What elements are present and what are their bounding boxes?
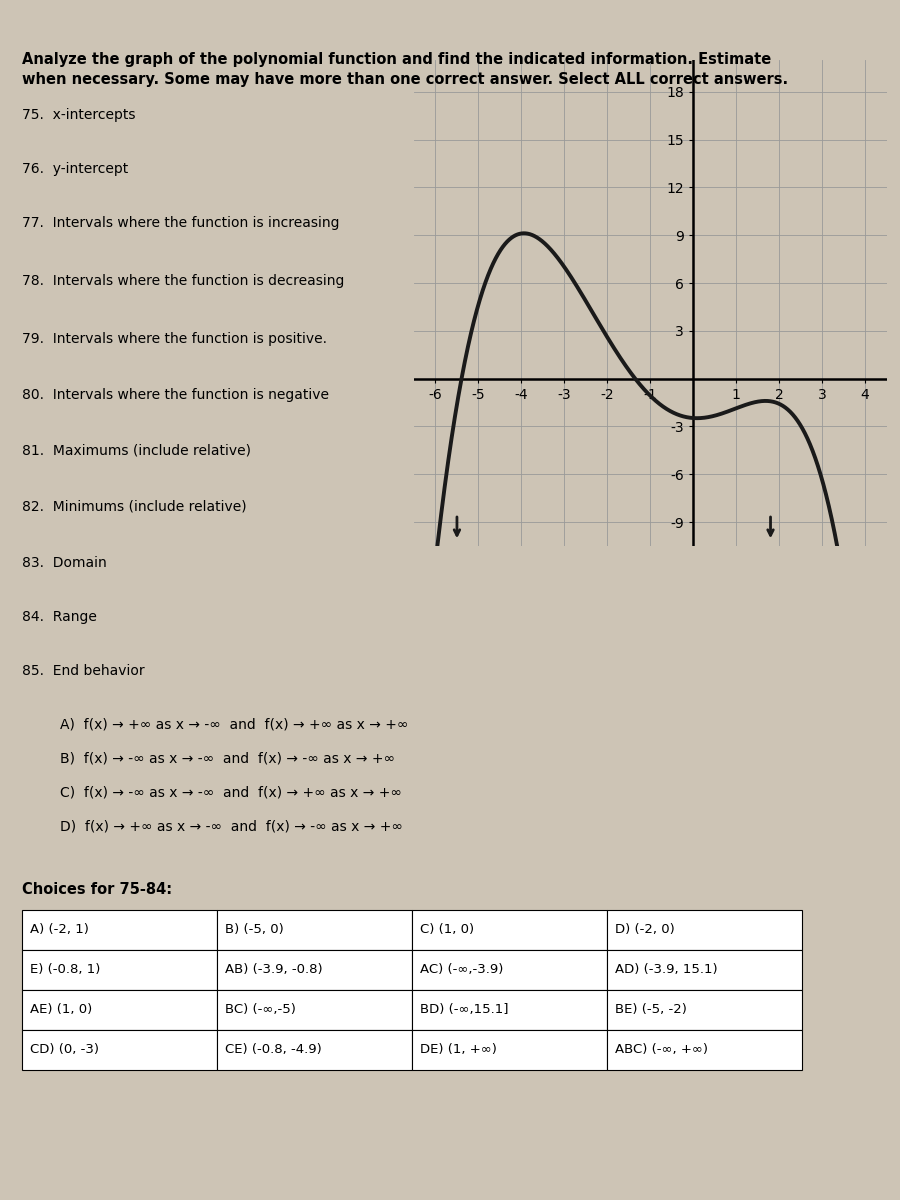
Text: D) (-2, 0): D) (-2, 0) [615,924,675,936]
Text: 82.  Minimums (include relative): 82. Minimums (include relative) [22,500,247,514]
FancyBboxPatch shape [607,990,802,1030]
FancyBboxPatch shape [22,910,217,950]
Text: 80.  Intervals where the function is negative: 80. Intervals where the function is nega… [22,388,329,402]
FancyBboxPatch shape [607,1030,802,1070]
Text: 78.  Intervals where the function is decreasing: 78. Intervals where the function is decr… [22,274,345,288]
Text: 85.  End behavior: 85. End behavior [22,664,145,678]
FancyBboxPatch shape [22,950,217,990]
FancyBboxPatch shape [217,950,412,990]
Text: D)  f(x) → +∞ as x → -∞  and  f(x) → -∞ as x → +∞: D) f(x) → +∞ as x → -∞ and f(x) → -∞ as … [60,820,403,834]
FancyBboxPatch shape [217,990,412,1030]
Text: DE) (1, +∞): DE) (1, +∞) [420,1044,497,1056]
Text: AD) (-3.9, 15.1): AD) (-3.9, 15.1) [615,964,717,977]
Text: C) (1, 0): C) (1, 0) [420,924,474,936]
Text: CE) (-0.8, -4.9): CE) (-0.8, -4.9) [225,1044,322,1056]
Text: Analyze the graph of the polynomial function and find the indicated information.: Analyze the graph of the polynomial func… [22,52,771,67]
FancyBboxPatch shape [412,950,607,990]
Text: CD) (0, -3): CD) (0, -3) [30,1044,99,1056]
Text: C)  f(x) → -∞ as x → -∞  and  f(x) → +∞ as x → +∞: C) f(x) → -∞ as x → -∞ and f(x) → +∞ as … [60,786,402,800]
FancyBboxPatch shape [412,910,607,950]
Text: 81.  Maximums (include relative): 81. Maximums (include relative) [22,444,251,458]
Text: AC) (-∞,-3.9): AC) (-∞,-3.9) [420,964,503,977]
Text: B) (-5, 0): B) (-5, 0) [225,924,284,936]
Text: 79.  Intervals where the function is positive.: 79. Intervals where the function is posi… [22,332,327,346]
FancyBboxPatch shape [22,1030,217,1070]
FancyBboxPatch shape [22,990,217,1030]
FancyBboxPatch shape [412,1030,607,1070]
FancyBboxPatch shape [217,1030,412,1070]
Text: BE) (-5, -2): BE) (-5, -2) [615,1003,687,1016]
Text: BD) (-∞,15.1]: BD) (-∞,15.1] [420,1003,508,1016]
Text: 76.  y-intercept: 76. y-intercept [22,162,128,176]
Text: B)  f(x) → -∞ as x → -∞  and  f(x) → -∞ as x → +∞: B) f(x) → -∞ as x → -∞ and f(x) → -∞ as … [60,752,395,766]
Text: A) (-2, 1): A) (-2, 1) [30,924,89,936]
Text: ABC) (-∞, +∞): ABC) (-∞, +∞) [615,1044,708,1056]
Text: 83.  Domain: 83. Domain [22,556,107,570]
FancyBboxPatch shape [217,910,412,950]
Text: 84.  Range: 84. Range [22,610,97,624]
Text: BC) (-∞,-5): BC) (-∞,-5) [225,1003,296,1016]
Text: when necessary. Some may have more than one correct answer. Select ALL correct a: when necessary. Some may have more than … [22,72,788,86]
Text: AB) (-3.9, -0.8): AB) (-3.9, -0.8) [225,964,322,977]
Text: E) (-0.8, 1): E) (-0.8, 1) [30,964,101,977]
Text: 77.  Intervals where the function is increasing: 77. Intervals where the function is incr… [22,216,339,230]
FancyBboxPatch shape [607,910,802,950]
Text: 75.  x-intercepts: 75. x-intercepts [22,108,136,122]
Text: A)  f(x) → +∞ as x → -∞  and  f(x) → +∞ as x → +∞: A) f(x) → +∞ as x → -∞ and f(x) → +∞ as … [60,718,409,732]
Text: Choices for 75-84:: Choices for 75-84: [22,882,172,898]
Text: AE) (1, 0): AE) (1, 0) [30,1003,92,1016]
FancyBboxPatch shape [412,990,607,1030]
FancyBboxPatch shape [607,950,802,990]
